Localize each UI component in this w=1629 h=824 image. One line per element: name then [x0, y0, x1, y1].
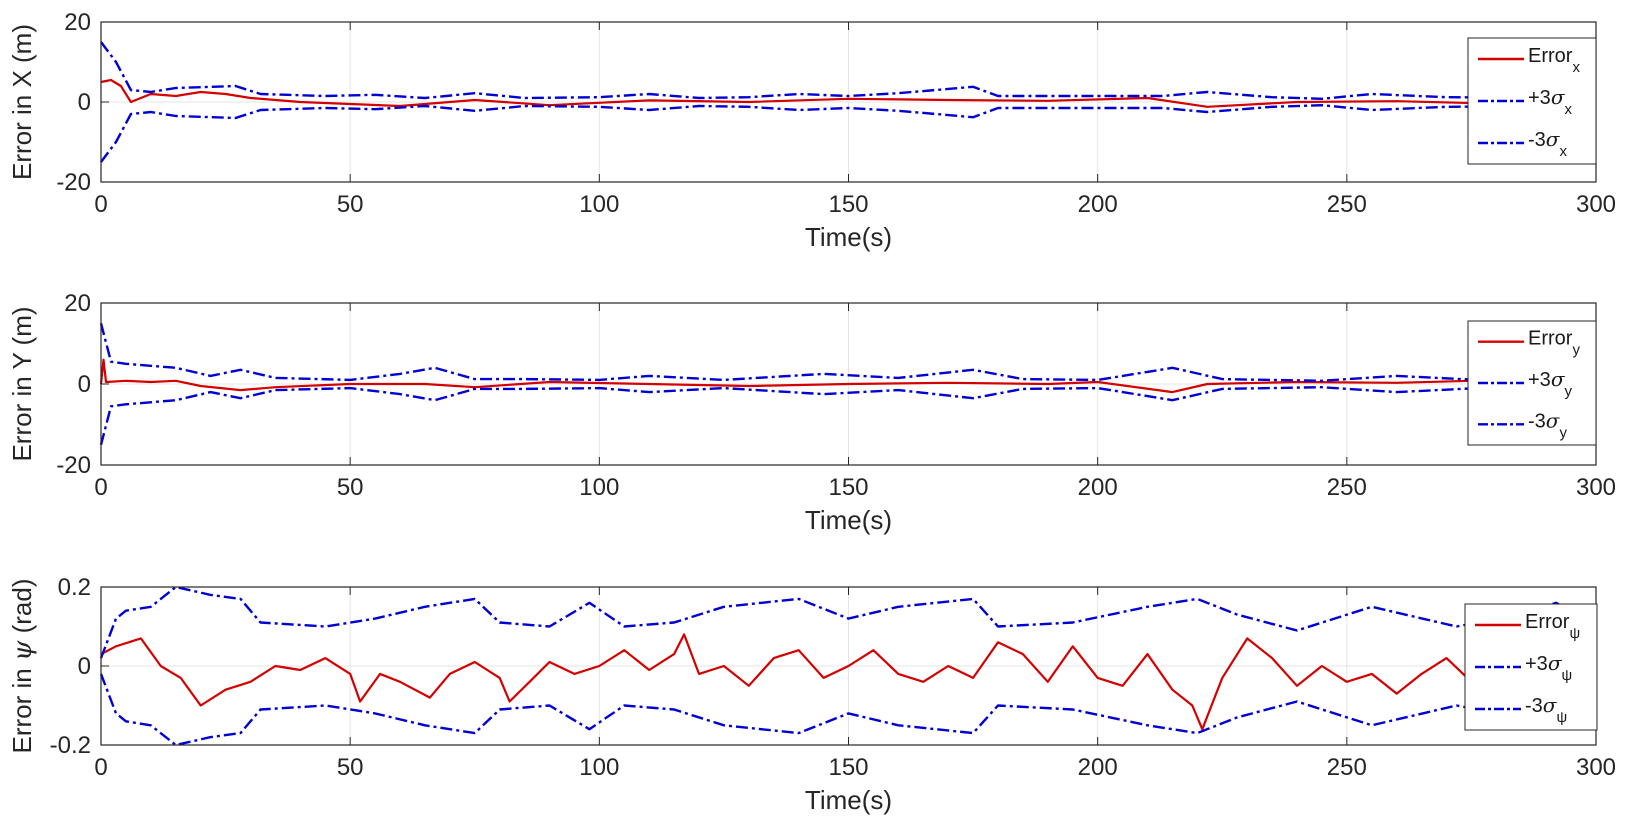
- legend: Errorψ +3σψ -3σψ: [1464, 603, 1598, 731]
- x-tick-label: 50: [337, 754, 364, 781]
- series-line-1: [100, 78, 1597, 108]
- y-tick-label: -0.2: [50, 732, 91, 759]
- x-tick-label: 300: [1576, 474, 1616, 501]
- x-tick-label: 150: [828, 754, 868, 781]
- series-line-2: [100, 41, 1597, 101]
- y-tick-label: -20: [56, 452, 91, 479]
- x-tick-label: 250: [1327, 754, 1367, 781]
- legend-entry: +3σy: [1528, 367, 1572, 400]
- x-axis-label: Time(s): [805, 222, 892, 252]
- y-axis-label: Error in X (m): [7, 24, 37, 180]
- series-line-3: [99, 673, 1597, 747]
- x-tick-label: 150: [828, 191, 868, 218]
- legend-entry: Errorx: [1528, 45, 1580, 76]
- x-tick-label: 300: [1576, 191, 1616, 218]
- x-tick-label: 100: [579, 754, 619, 781]
- legend-entry: -3σx: [1528, 127, 1567, 160]
- x-tick-label: 200: [1078, 754, 1118, 781]
- x-axis-label: Time(s): [805, 505, 892, 535]
- legend-entry: -3σψ: [1525, 693, 1567, 726]
- y-tick-label: 0.2: [58, 574, 91, 601]
- legend-entry: Errorψ: [1525, 611, 1580, 642]
- series-line-3: [99, 384, 1597, 446]
- y-axis-label: Error in ψ (rad): [7, 579, 38, 754]
- legend-entry: +3σψ: [1525, 651, 1572, 684]
- series-line-1: [100, 633, 1597, 731]
- x-tick-label: 200: [1078, 474, 1118, 501]
- x-tick-label: 150: [828, 474, 868, 501]
- legend: Errorx +3σx -3σx: [1467, 37, 1597, 165]
- y-tick-label: 0: [78, 89, 91, 116]
- x-tick-label: 250: [1327, 474, 1367, 501]
- y-tick-label: 20: [64, 290, 91, 317]
- y-tick-label: 0: [78, 653, 91, 680]
- x-tick-label: 100: [579, 191, 619, 218]
- x-tick-label: 0: [94, 474, 107, 501]
- legend-entry: Errory: [1528, 328, 1580, 359]
- series-line-1: [99, 358, 1597, 394]
- x-axis-label: Time(s): [805, 785, 892, 815]
- legend-entry: -3σy: [1528, 408, 1567, 441]
- series-line-3: [100, 103, 1597, 163]
- y-tick-label: 20: [64, 9, 91, 36]
- x-tick-label: 300: [1576, 754, 1616, 781]
- x-tick-label: 0: [94, 754, 107, 781]
- x-tick-label: 50: [337, 474, 364, 501]
- x-tick-label: 100: [579, 474, 619, 501]
- x-tick-label: 0: [94, 191, 107, 218]
- x-tick-label: 50: [337, 191, 364, 218]
- x-tick-label: 250: [1327, 191, 1367, 218]
- y-tick-label: -20: [56, 169, 91, 196]
- x-tick-label: 200: [1078, 191, 1118, 218]
- legend-entry: +3σx: [1528, 85, 1572, 118]
- series-line-2: [99, 585, 1597, 659]
- legend: Errory +3σy -3σy: [1467, 320, 1597, 446]
- series-line-2: [99, 322, 1597, 384]
- y-axis-label: Error in Y (m): [7, 306, 37, 461]
- y-tick-label: 0: [78, 371, 91, 398]
